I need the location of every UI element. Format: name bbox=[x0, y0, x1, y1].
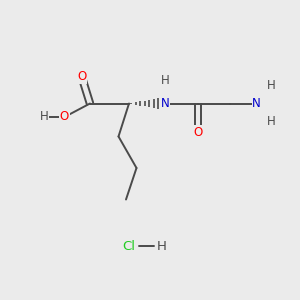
Text: Cl: Cl bbox=[122, 239, 136, 253]
Text: H: H bbox=[267, 115, 276, 128]
Text: O: O bbox=[60, 110, 69, 124]
Text: O: O bbox=[194, 125, 202, 139]
Text: N: N bbox=[160, 97, 169, 110]
Text: N: N bbox=[252, 97, 261, 110]
Text: H: H bbox=[160, 74, 169, 88]
Text: O: O bbox=[77, 70, 86, 83]
Text: H: H bbox=[267, 79, 276, 92]
Text: H: H bbox=[157, 239, 167, 253]
Text: H: H bbox=[40, 110, 49, 124]
